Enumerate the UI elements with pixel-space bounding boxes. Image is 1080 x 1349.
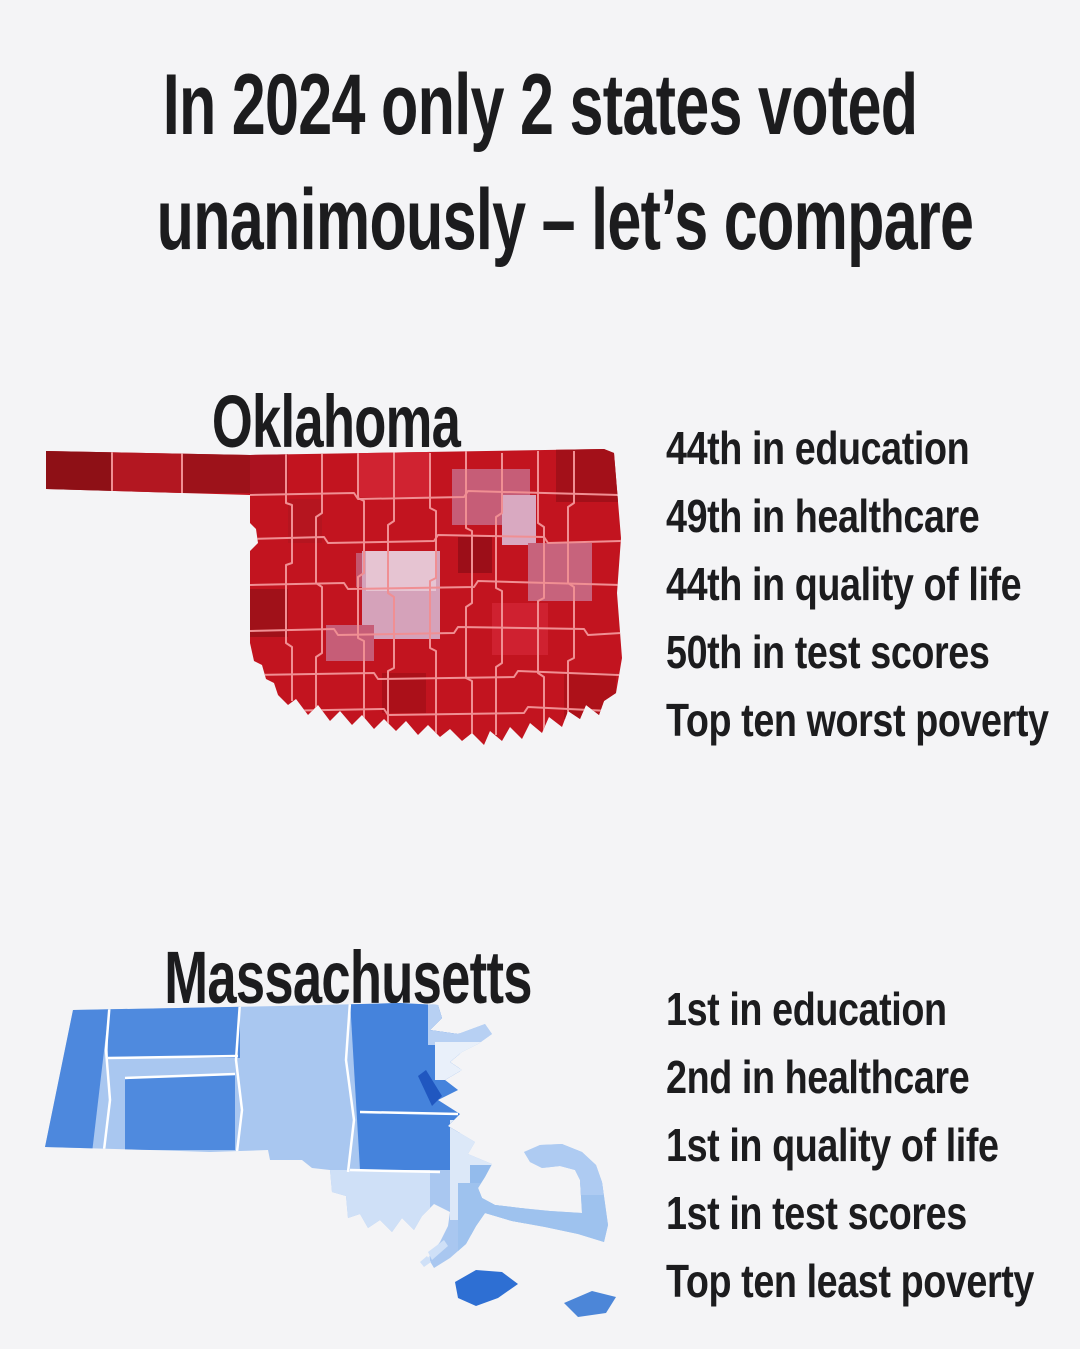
ma-stat-poverty: Top ten least poverty xyxy=(666,1255,1034,1307)
massachusetts-label: Massachusetts xyxy=(164,936,532,1019)
ok-stat-healthcare: 49th in healthcare xyxy=(666,490,980,542)
title-line-1: In 2024 only 2 states voted xyxy=(162,57,918,153)
ma-stat-quality: 1st in quality of life xyxy=(666,1119,999,1171)
ma-stat-healthcare: 2nd in healthcare xyxy=(666,1051,970,1103)
ma-stat-education: 1st in education xyxy=(666,983,947,1035)
ok-stat-testscores: 50th in test scores xyxy=(666,626,990,678)
ma-stat-testscores: 1st in test scores xyxy=(666,1187,967,1239)
ok-stat-poverty: Top ten worst poverty xyxy=(666,694,1049,746)
elizabeth-islands xyxy=(428,1240,448,1260)
ok-stat-quality: 44th in quality of life xyxy=(666,558,1022,610)
title: In 2024 only 2 states voted unanimously … xyxy=(156,48,974,278)
title-line-2: unanimously – let’s compare xyxy=(156,172,974,268)
oklahoma-map xyxy=(46,449,622,745)
massachusetts-stats: 1st in education 2nd in healthcare 1st i… xyxy=(666,975,1034,1315)
nantucket xyxy=(564,1291,616,1317)
ok-stat-education: 44th in education xyxy=(666,422,970,474)
marthas-vineyard xyxy=(455,1270,518,1306)
oklahoma-label: Oklahoma xyxy=(211,380,461,463)
massachusetts-map xyxy=(45,1003,616,1317)
oklahoma-stats: 44th in education 49th in healthcare 44t… xyxy=(666,414,1049,754)
